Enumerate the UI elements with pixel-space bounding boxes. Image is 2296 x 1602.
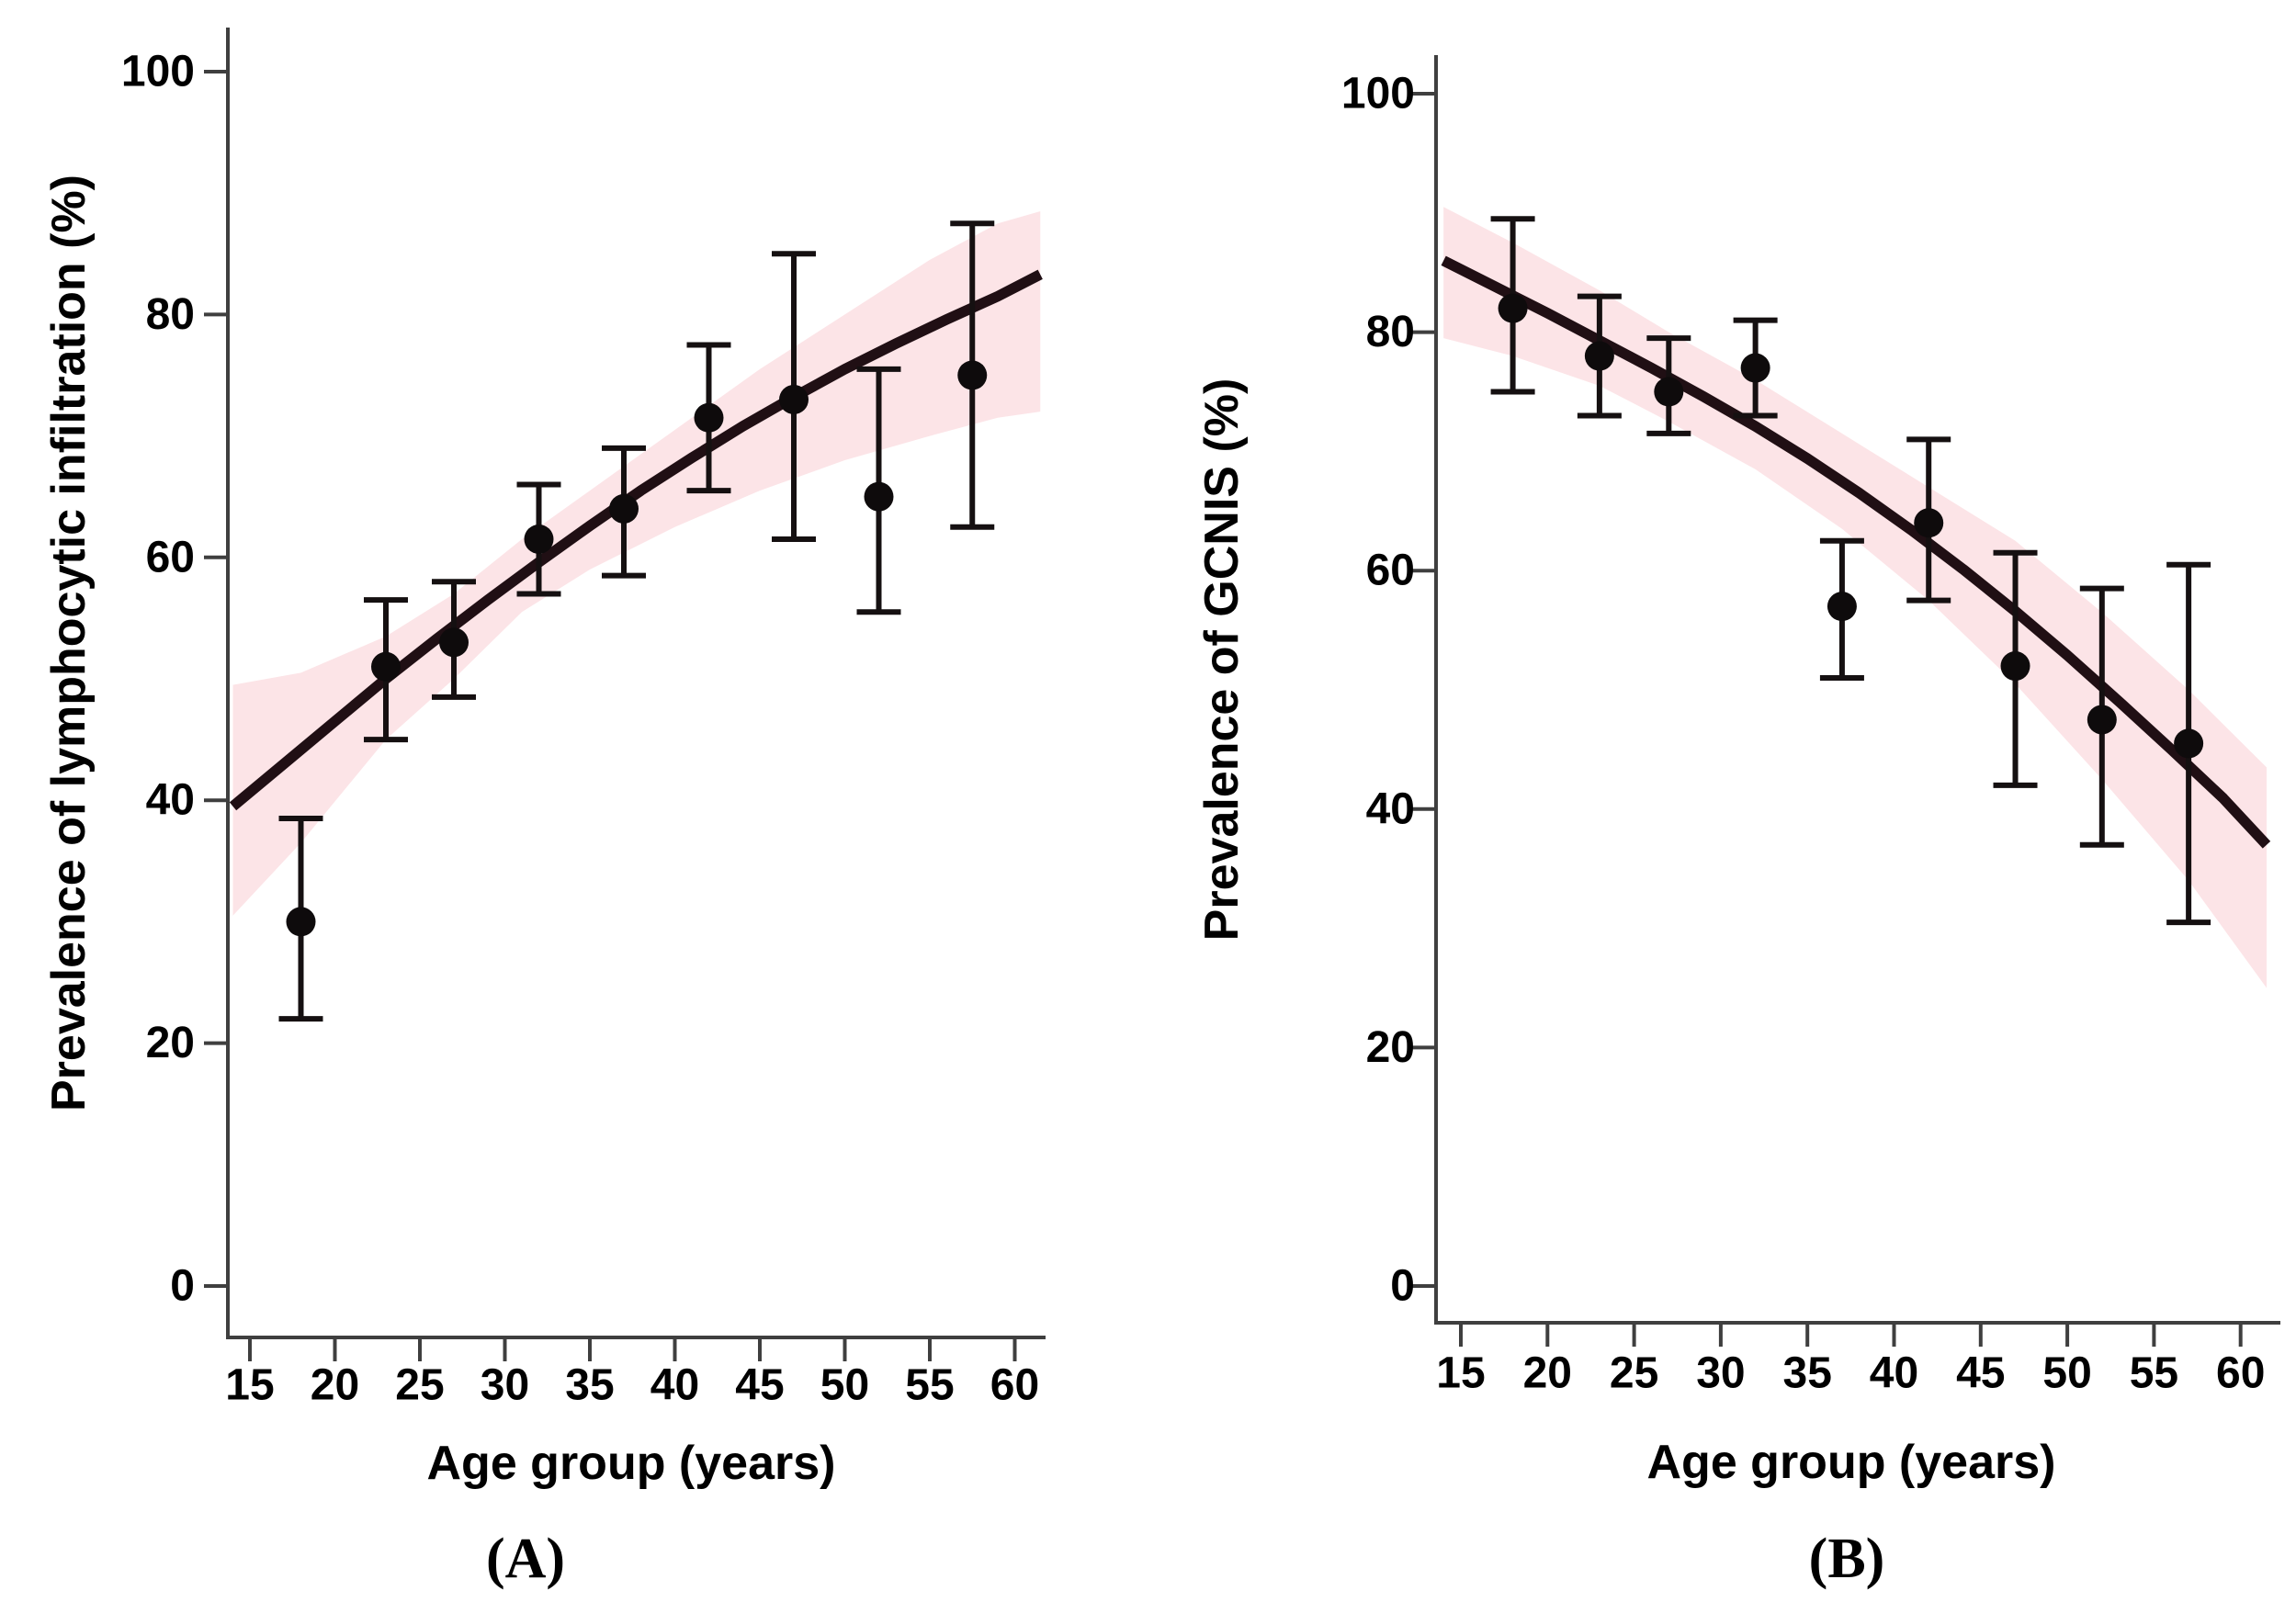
panel-a-x-tick-label: 40 bbox=[650, 1361, 699, 1410]
panel-b-y-tick-label: 60 bbox=[1366, 547, 1415, 595]
panel-a-data-point bbox=[864, 481, 894, 512]
panel-b: 0 20 40 60 80 100 15 20 25 30 35 40 45 50 55 60 Prevalen… bbox=[1195, 55, 2280, 1590]
panel-a-x-tick-label: 25 bbox=[395, 1361, 444, 1410]
panel-a-data-point bbox=[957, 360, 988, 390]
panel-b-confidence-band bbox=[1443, 207, 2267, 988]
panel-b-x-tick-label: 30 bbox=[1696, 1349, 1745, 1398]
panel-a-x-tick-label: 45 bbox=[735, 1361, 784, 1410]
panel-b-x-tick-label: 20 bbox=[1523, 1349, 1572, 1398]
panel-a-x-tick-label: 60 bbox=[990, 1361, 1039, 1410]
panel-b-data-point bbox=[1827, 592, 1857, 622]
panel-b-x-tick-label: 35 bbox=[1783, 1349, 1832, 1398]
panel-b-data-point bbox=[1584, 341, 1614, 371]
panel-b-x-tick-label: 25 bbox=[1610, 1349, 1658, 1398]
panel-b-y-tick-label: 20 bbox=[1366, 1023, 1415, 1072]
panel-a-x-tick-label: 30 bbox=[481, 1361, 529, 1410]
panel-a-y-tick-label: 80 bbox=[146, 290, 195, 339]
panel-b-data-point bbox=[2174, 728, 2204, 759]
panel-a-y-tick-label: 60 bbox=[146, 533, 195, 581]
panel-a-y-tick-label: 0 bbox=[170, 1262, 195, 1311]
panel-b-y-tick-label: 80 bbox=[1366, 308, 1415, 356]
panel-a-data-point bbox=[609, 493, 639, 524]
panel-a-confidence-band bbox=[232, 211, 1041, 916]
panel-a-x-tick-label: 55 bbox=[905, 1361, 954, 1410]
panel-a-x-tick-label: 15 bbox=[225, 1361, 274, 1410]
panel-b-fit-line bbox=[1441, 255, 2271, 849]
panel-a-x-tick-label: 50 bbox=[820, 1361, 869, 1410]
panel-b-data-point bbox=[1740, 353, 1770, 383]
panel-b-data-point bbox=[2000, 651, 2030, 682]
panel-b-data-point bbox=[1654, 377, 1684, 407]
panel-b-x-tick-label: 55 bbox=[2130, 1349, 2178, 1398]
panel-b-x-tick-label: 40 bbox=[1870, 1349, 1918, 1398]
panel-a-x-tick-label: 35 bbox=[565, 1361, 614, 1410]
panel-b-data-point bbox=[1914, 508, 1944, 538]
panel-a-caption: (A) bbox=[486, 1528, 565, 1590]
panel-b-x-tick-label: 50 bbox=[2042, 1349, 2091, 1398]
panel-a: 0 20 40 60 80 100 15 20 25 30 35 40 45 50 55 60 Prevalen… bbox=[42, 28, 1046, 1590]
panel-a-y-tick-label: 100 bbox=[121, 48, 195, 96]
panel-a-data-point bbox=[371, 651, 401, 682]
panel-b-y-tick-label: 40 bbox=[1366, 784, 1415, 833]
panel-a-y-tick-label: 20 bbox=[146, 1019, 195, 1067]
panel-b-x-tick-label: 45 bbox=[1956, 1349, 2005, 1398]
panel-a-data-point bbox=[694, 402, 724, 433]
panel-b-x-tick-label: 60 bbox=[2216, 1349, 2265, 1398]
panel-b-data-point bbox=[2087, 705, 2117, 735]
panel-b-y-tick-label: 0 bbox=[1390, 1262, 1415, 1311]
panel-a-y-axis-title: Prevalence of lymphocytic infiltration (… bbox=[42, 175, 96, 1111]
panel-b-y-tick-label: 100 bbox=[1341, 70, 1415, 118]
panel-a-data-point bbox=[439, 627, 469, 658]
panel-a-data-point bbox=[524, 524, 554, 554]
panel-a-x-axis-title: Age group (years) bbox=[427, 1437, 836, 1490]
panel-b-caption: (B) bbox=[1809, 1528, 1885, 1590]
panel-b-y-axis-title: Prevalence of GCNIS (%) bbox=[1195, 378, 1249, 942]
panel-a-data-point bbox=[286, 907, 316, 937]
panel-b-x-tick-label: 15 bbox=[1436, 1349, 1485, 1398]
panel-b-x-axis-title: Age group (years) bbox=[1647, 1436, 2056, 1489]
panel-a-fit-line bbox=[229, 269, 1043, 811]
panel-b-data-point bbox=[1498, 293, 1528, 323]
panel-a-x-tick-label: 20 bbox=[311, 1361, 359, 1410]
panel-a-y-tick-label: 40 bbox=[146, 776, 195, 825]
panel-a-data-point bbox=[779, 384, 809, 414]
